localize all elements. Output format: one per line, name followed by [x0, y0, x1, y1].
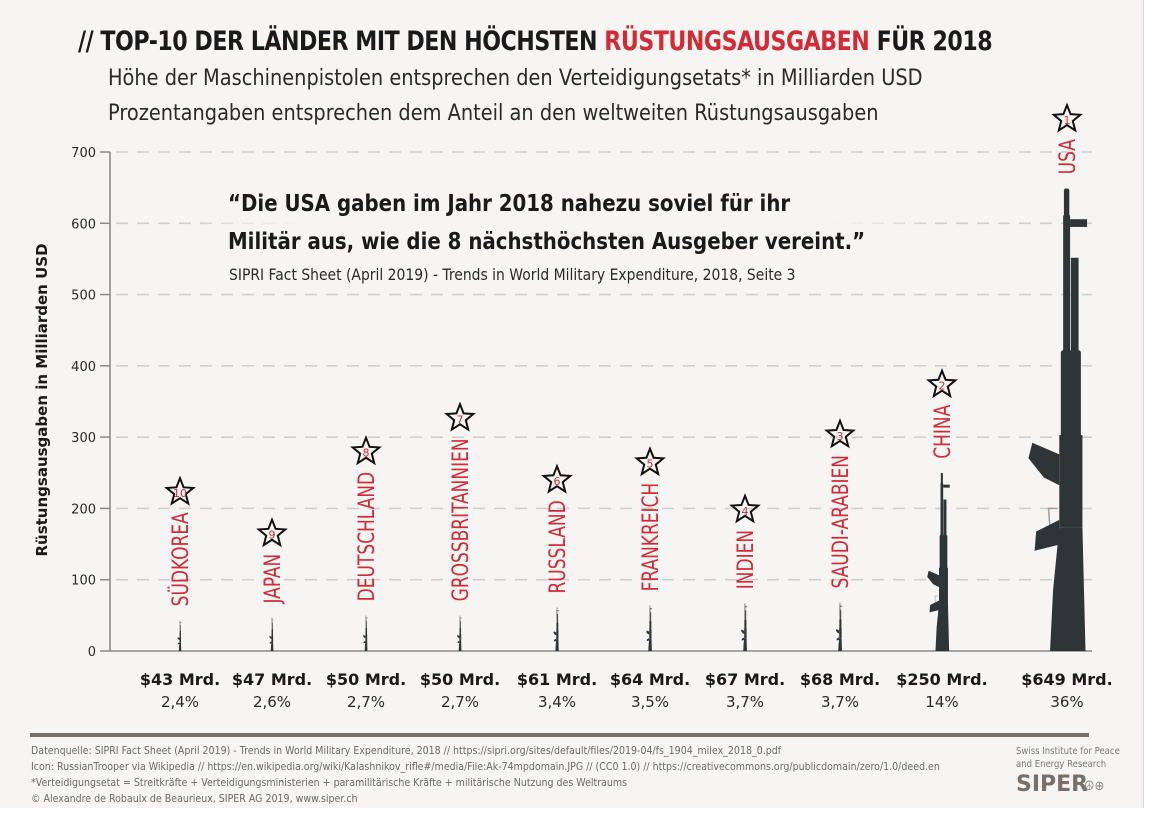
peace-globe-icon: ☮⊕ — [1084, 779, 1105, 794]
country-column: SÜDKOREA 10 — [165, 477, 195, 651]
country-column: CHINA 2 — [927, 369, 957, 652]
infographic-canvas: // TOP-10 DER LÄNDER MIT DEN HÖCHSTEN RÜ… — [0, 0, 1144, 808]
country-label: INDIEN — [733, 530, 759, 589]
y-axis: 0 100 200 300 400 500 600 700 — [71, 146, 1092, 660]
rank-number: 3 — [837, 430, 844, 443]
country-column: DEUTSCHLAND 8 — [351, 436, 381, 651]
y-tick-label: 200 — [71, 502, 96, 517]
country-label: GROSSBRITANNIEN — [448, 438, 474, 601]
country-label: JAPAN — [260, 554, 286, 605]
rank-number: 1 — [1064, 114, 1071, 127]
country-label: DEUTSCHLAND — [354, 472, 380, 602]
country-label: CHINA — [930, 404, 956, 458]
title-accent: RÜSTUNGSAUSGABEN — [604, 26, 870, 57]
country-label: SAUDI-ARABIEN — [828, 455, 854, 589]
value-label: $43 Mrd. — [139, 670, 221, 689]
country-column: JAPAN 9 — [257, 518, 287, 652]
rifle-icon — [269, 617, 274, 652]
value-label: $649 Mrd. — [1021, 670, 1113, 689]
share-label: 3,4% — [537, 693, 577, 711]
title-suffix: FÜR 2018 — [869, 26, 993, 57]
siper-logo: SIPER — [1016, 772, 1089, 797]
value-label: $50 Mrd. — [325, 670, 407, 689]
y-tick-label: 400 — [71, 360, 96, 375]
org-name-line-2: and Energy Research — [1016, 759, 1107, 770]
rifle-icon — [363, 615, 368, 651]
rifle-icon — [177, 620, 182, 651]
value-label: $67 Mrd. — [704, 670, 786, 689]
share-label: 2,7% — [440, 693, 480, 711]
y-tick-label: 500 — [71, 289, 96, 304]
rank-number: 4 — [742, 505, 749, 518]
value-label: $47 Mrd. — [231, 670, 313, 689]
footnote-definition: *Verteidigungsetat = Streitkräfte + Vert… — [31, 776, 628, 789]
subtitle-1: Höhe der Maschinenpistolen entsprechen d… — [108, 66, 923, 91]
rifle-icon — [1028, 188, 1088, 652]
title-text: // TOP-10 DER LÄNDER MIT DEN HÖCHSTEN — [78, 26, 605, 57]
footnote-copyright: © Alexandre de Robaulx de Beaurieux, SIP… — [31, 792, 358, 805]
rank-number: 9 — [269, 529, 276, 542]
rifle-icon — [741, 603, 748, 652]
share-label: 2,6% — [252, 693, 292, 711]
rifle-icon — [646, 605, 653, 651]
quote-source: SIPRI Fact Sheet (April 2019) - Trends i… — [229, 265, 796, 284]
country-label: FRANKREICH — [638, 483, 664, 592]
quote-line-1: “Die USA gaben im Jahr 2018 nahezu sovie… — [228, 191, 791, 217]
share-label: 36% — [1050, 693, 1084, 711]
y-tick-label: 300 — [71, 431, 96, 446]
footnote-icon-credit: Icon: RussianTrooper via Wikipedia // ht… — [31, 760, 940, 773]
share-label: 2,7% — [346, 693, 386, 711]
rank-number: 8 — [363, 447, 370, 460]
quote-backdrop — [205, 182, 925, 292]
country-column: RUSSLAND 6 — [542, 465, 572, 652]
page-title: // TOP-10 DER LÄNDER MIT DEN HÖCHSTEN RÜ… — [78, 26, 993, 57]
subtitle-2: Prozentangaben entsprechen dem Anteil an… — [108, 101, 879, 126]
y-tick-label: 0 — [88, 645, 96, 660]
org-name-line-1: Swiss Institute for Peace — [1016, 746, 1120, 757]
country-label: SÜDKOREA — [167, 512, 194, 606]
y-tick-label: 100 — [71, 574, 96, 589]
footer-divider — [30, 733, 1089, 737]
country-column: USA 1 — [1028, 104, 1088, 652]
share-label: 3,7% — [820, 693, 860, 711]
footnote-source: Datenquelle: SIPRI Fact Sheet (April 201… — [31, 744, 782, 757]
country-column: FRANKREICH 5 — [635, 447, 665, 651]
rank-number: 6 — [554, 475, 561, 488]
rank-number: 10 — [173, 487, 187, 500]
share-label: 3,7% — [725, 693, 765, 711]
rifle-icon — [835, 602, 843, 652]
quote-line-2: Militär aus, wie die 8 nächsthöchsten Au… — [228, 229, 866, 255]
value-label: $50 Mrd. — [419, 670, 501, 689]
share-label: 14% — [925, 693, 959, 711]
country-label: RUSSLAND — [545, 500, 571, 593]
value-label: $61 Mrd. — [516, 670, 598, 689]
country-column: INDIEN 4 — [730, 494, 760, 652]
y-tick-label: 700 — [71, 146, 96, 161]
chart-marks: SÜDKOREA 10 JAPAN 9 DEUTSCHLAND 8 GROSSBRITANN… — [165, 104, 1088, 652]
rank-number: 5 — [647, 458, 654, 471]
country-column: SAUDI-ARABIEN 3 — [825, 419, 855, 652]
share-label: 3,5% — [630, 693, 670, 711]
chart: 0 100 200 300 400 500 600 700 SÜDKOREA 10 JAPAN 9 D… — [71, 104, 1092, 660]
country-label: USA — [1055, 139, 1081, 175]
rank-number: 7 — [457, 413, 464, 426]
country-column: GROSSBRITANNIEN 7 — [445, 403, 475, 651]
rank-number: 2 — [939, 380, 946, 393]
rifle-icon — [457, 615, 462, 651]
rifle-icon — [927, 472, 951, 652]
value-label: $64 Mrd. — [609, 670, 691, 689]
share-label: 2,4% — [160, 693, 200, 711]
rifle-icon — [553, 607, 559, 652]
value-label: $68 Mrd. — [799, 670, 881, 689]
y-tick-label: 600 — [71, 217, 96, 232]
value-label: $250 Mrd. — [896, 670, 988, 689]
